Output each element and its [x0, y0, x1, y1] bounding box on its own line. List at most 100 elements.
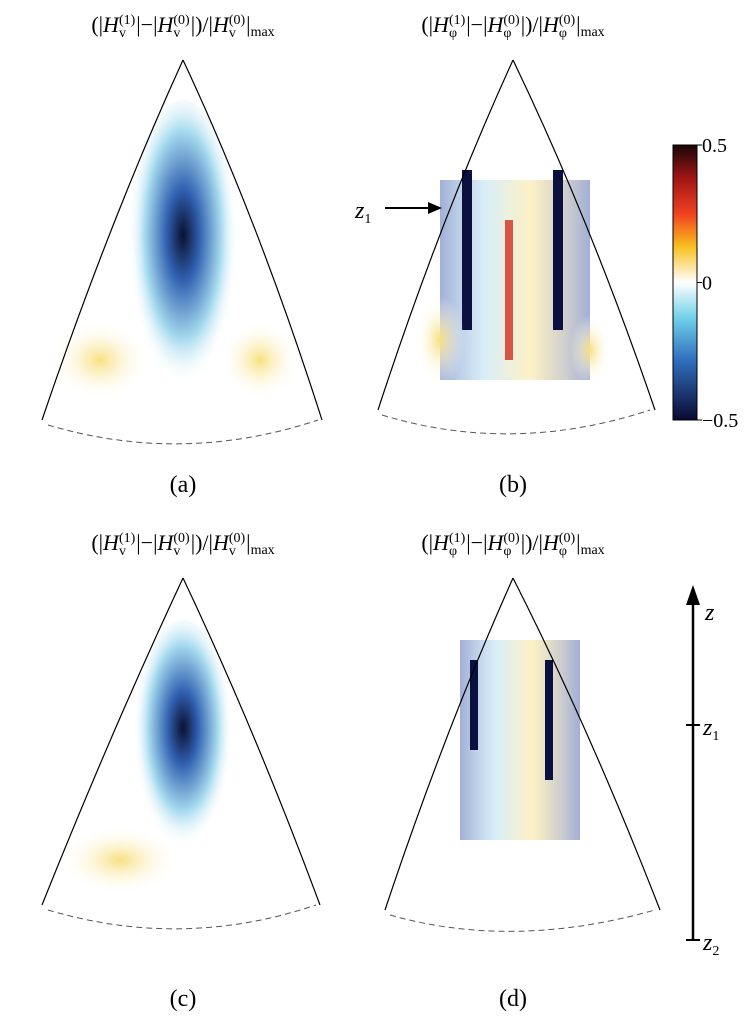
- title-text: (|: [91, 530, 104, 555]
- variable: z: [354, 198, 365, 224]
- arrow-head: [428, 202, 442, 214]
- title-text: H: [542, 12, 559, 37]
- colorbar-tick-label: 0.5: [702, 135, 727, 157]
- title-superscript: (0): [173, 530, 190, 546]
- title-text: |)/|: [190, 12, 213, 37]
- title-text: |−|: [466, 530, 488, 555]
- title-superscript: (0): [558, 12, 576, 28]
- cone-b: [377, 59, 656, 435]
- variable-subscript: 1: [364, 212, 371, 227]
- title-text: H: [487, 12, 504, 37]
- title-script: (0) v: [228, 12, 246, 41]
- title-script: (0) φ: [503, 12, 520, 41]
- colorbar-ticks: 0.5 0 −0.5: [697, 135, 738, 432]
- z2-label: z2: [702, 930, 719, 959]
- panel-label: (c): [169, 986, 197, 1012]
- cone-a: [41, 59, 323, 445]
- title-text: H: [157, 12, 174, 37]
- title-text: |−|: [466, 12, 488, 37]
- title-superscript: (1): [448, 530, 466, 546]
- title-subscript: max: [250, 543, 275, 558]
- title-superscript: (0): [503, 530, 520, 546]
- title-subscript: v: [228, 25, 236, 41]
- title-text: H: [542, 530, 559, 555]
- title-superscript: (0): [558, 530, 576, 546]
- title-subscript: v: [118, 543, 126, 559]
- title-subscript: φ: [503, 25, 512, 41]
- z-arrow-head: [686, 585, 700, 605]
- title-subscript: max: [580, 543, 605, 558]
- title-script: (1) φ: [448, 12, 466, 41]
- title-subscript: v: [228, 543, 236, 559]
- variable-subscript: 1: [712, 729, 719, 744]
- annotation-label: z1: [354, 198, 371, 227]
- title-text: H: [212, 530, 229, 555]
- panel-title: (|H (1) v |−|H (0) v |)/|H (0) v |max: [91, 12, 274, 41]
- title-text: H: [212, 12, 229, 37]
- panel-title: (|H (1) φ |−|H (0) φ |)/|H (0) φ |max: [421, 530, 604, 559]
- title-script: (1) φ: [448, 530, 466, 559]
- title-text: |: [576, 530, 581, 555]
- title-text: (|: [91, 12, 104, 37]
- panel-title: (|H (1) φ |−|H (0) φ |)/|H (0) φ |max: [421, 12, 604, 41]
- title-script: (0) v: [173, 12, 190, 41]
- panel-label: (b): [499, 472, 527, 498]
- title-subscript: φ: [448, 25, 458, 41]
- title-superscript: (0): [228, 530, 246, 546]
- title-text: |)/|: [520, 12, 543, 37]
- title-subscript: φ: [448, 543, 458, 559]
- panel-title: (|H (1) v |−|H (0) v |)/|H (0) v |max: [91, 530, 274, 559]
- title-subscript: v: [173, 543, 181, 559]
- title-text: |−|: [136, 530, 158, 555]
- title-superscript: (0): [503, 12, 520, 28]
- title-subscript: v: [118, 25, 126, 41]
- title-superscript: (1): [448, 12, 466, 28]
- title-text: |: [246, 12, 251, 37]
- z1-label: z1: [702, 715, 719, 744]
- title-subscript: φ: [558, 543, 567, 559]
- variable: z: [702, 715, 713, 741]
- title-text: (|: [421, 530, 434, 555]
- title-script: (0) v: [228, 530, 246, 559]
- cone-d: [384, 577, 661, 932]
- title-superscript: (0): [173, 12, 190, 28]
- cone-c: [41, 577, 321, 930]
- panel-label: (d): [499, 986, 527, 1012]
- title-text: |)/|: [520, 530, 543, 555]
- title-text: |: [576, 12, 581, 37]
- title-superscript: (0): [228, 12, 246, 28]
- title-text: (|: [421, 12, 434, 37]
- title-script: (0) φ: [558, 530, 576, 559]
- title-text: |−|: [136, 12, 158, 37]
- title-script: (0) φ: [503, 530, 520, 559]
- variable: z: [702, 930, 713, 956]
- variable: z: [704, 600, 715, 626]
- colorbar-tick-label: 0: [702, 273, 712, 295]
- title-superscript: (1): [118, 530, 136, 546]
- title-text: |)/|: [190, 530, 213, 555]
- variable-subscript: 2: [712, 944, 719, 959]
- panel-label: (a): [169, 472, 197, 498]
- title-text: H: [487, 530, 504, 555]
- title-script: (0) v: [173, 530, 190, 559]
- title-superscript: (1): [118, 12, 136, 28]
- title-subscript: v: [173, 25, 181, 41]
- title-text: H: [103, 12, 119, 37]
- title-text: H: [433, 12, 449, 37]
- title-script: (1) v: [118, 12, 136, 41]
- title-script: (1) v: [118, 530, 136, 559]
- title-text: |: [246, 530, 251, 555]
- title-text: H: [157, 530, 174, 555]
- title-subscript: max: [580, 25, 605, 40]
- title-script: (0) φ: [558, 12, 576, 41]
- title-text: H: [103, 530, 119, 555]
- colorbar-tick-label: −0.5: [702, 410, 738, 432]
- title-subscript: max: [250, 25, 275, 40]
- colorbar: [672, 144, 698, 421]
- title-text: H: [433, 530, 449, 555]
- z-label: z: [704, 600, 715, 626]
- title-subscript: φ: [503, 543, 512, 559]
- title-subscript: φ: [558, 25, 567, 41]
